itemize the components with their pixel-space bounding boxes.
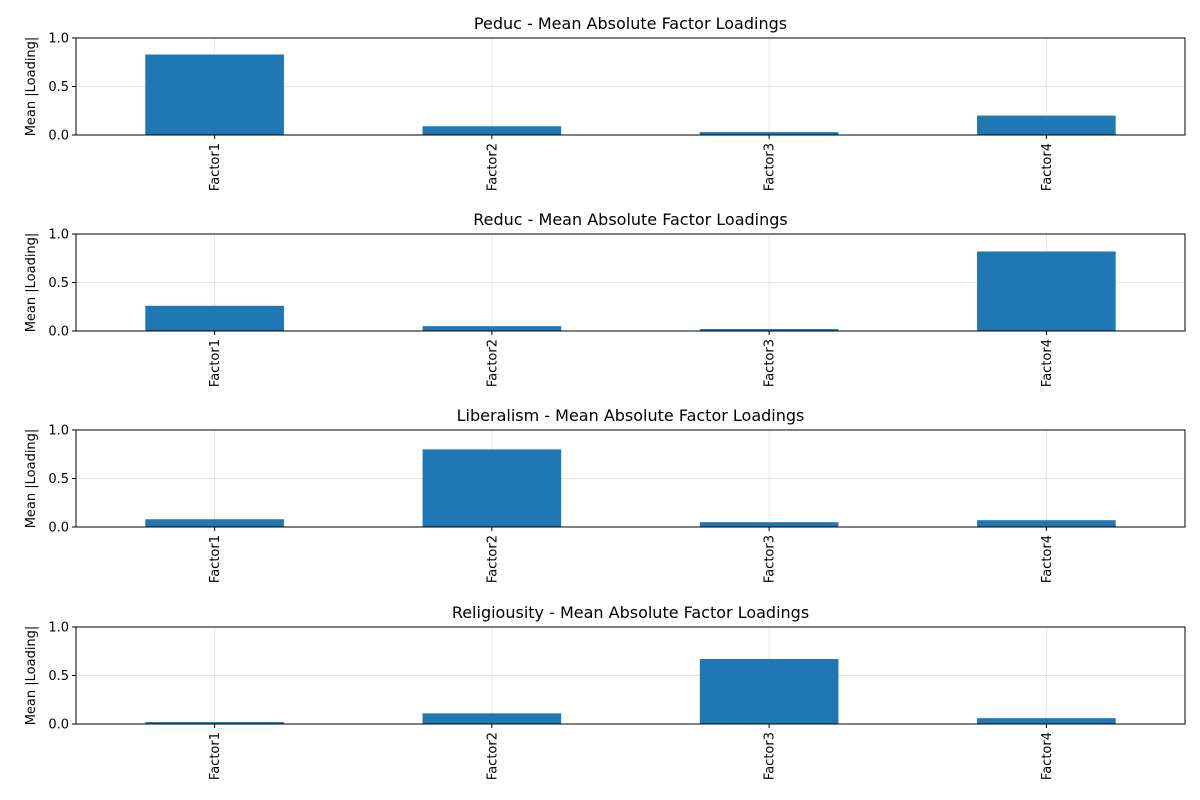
bar-factor3 (699, 132, 839, 135)
bar-factor2 (422, 713, 562, 724)
subplot-4: Religiousity - Mean Absolute Factor Load… (24, 603, 1186, 780)
bar-factor1 (145, 722, 284, 724)
x-tick-label: Factor3 (763, 339, 778, 387)
x-tick-label: Factor1 (208, 535, 223, 583)
x-tick-label: Factor2 (485, 143, 500, 191)
y-tick-label: 0.0 (48, 129, 69, 144)
bar-factor1 (145, 305, 284, 331)
bar-factor3 (699, 329, 839, 331)
x-tick-label: Factor4 (1040, 732, 1055, 780)
subplot-title: Reduc - Mean Absolute Factor Loadings (473, 210, 788, 229)
y-tick-label: 0.0 (48, 325, 69, 340)
bar-factor2 (422, 449, 562, 527)
x-tick-label: Factor4 (1040, 535, 1055, 583)
subplot-1: Peduc - Mean Absolute Factor Loadings 0.0… (24, 14, 1186, 191)
y-tick-label: 1.0 (48, 228, 69, 243)
x-tick-label: Factor3 (763, 732, 778, 780)
y-tick-label: 1.0 (48, 424, 69, 439)
y-axis-label: Mean |Loading| (24, 37, 39, 137)
bar-factor3 (699, 522, 839, 527)
x-tick-label: Factor3 (763, 535, 778, 583)
bar-factor1 (145, 519, 284, 527)
y-tick-label: 0.5 (48, 80, 69, 95)
x-tick-label: Factor4 (1040, 339, 1055, 387)
bar-factor3 (699, 659, 839, 724)
subplot-title: Peduc - Mean Absolute Factor Loadings (474, 14, 787, 33)
x-tick-label: Factor1 (208, 732, 223, 780)
y-tick-label: 0.0 (48, 521, 69, 536)
x-tick-label: Factor4 (1040, 143, 1055, 191)
subplot-2: Reduc - Mean Absolute Factor Loadings 0.0… (24, 210, 1186, 387)
subplot-title: Religiousity - Mean Absolute Factor Load… (452, 603, 809, 622)
bar-factor2 (422, 126, 562, 135)
bar-factor4 (977, 115, 1116, 135)
y-tick-label: 1.0 (48, 621, 69, 636)
x-tick-label: Factor3 (763, 143, 778, 191)
y-tick-label: 1.0 (48, 32, 69, 47)
y-axis-label: Mean |Loading| (24, 233, 39, 333)
bar-factor4 (977, 520, 1116, 527)
bar-factor1 (145, 54, 284, 135)
x-tick-label: Factor1 (208, 339, 223, 387)
bar-factor4 (977, 251, 1116, 331)
x-tick-label: Factor2 (485, 535, 500, 583)
x-tick-label: Factor1 (208, 143, 223, 191)
y-tick-label: 0.5 (48, 669, 69, 684)
bar-factor2 (422, 326, 562, 331)
subplot-title: Liberalism - Mean Absolute Factor Loadin… (457, 406, 805, 425)
x-tick-label: Factor2 (485, 339, 500, 387)
y-tick-label: 0.5 (48, 276, 69, 291)
y-axis-label: Mean |Loading| (24, 429, 39, 529)
x-tick-label: Factor2 (485, 732, 500, 780)
bar-factor4 (977, 718, 1116, 724)
y-tick-label: 0.0 (48, 718, 69, 733)
y-axis-label: Mean |Loading| (24, 626, 39, 726)
subplot-3: Liberalism - Mean Absolute Factor Loadin… (24, 406, 1186, 583)
y-tick-label: 0.5 (48, 472, 69, 487)
